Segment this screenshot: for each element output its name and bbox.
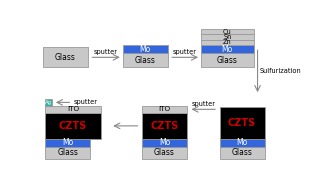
Bar	[201, 34, 254, 40]
Text: sputter: sputter	[173, 49, 197, 55]
Text: sputter: sputter	[94, 49, 118, 55]
Bar	[201, 53, 254, 67]
Text: CZTS: CZTS	[150, 121, 179, 131]
Text: Zn: Zn	[223, 39, 232, 45]
Bar	[142, 139, 187, 147]
Text: Glass: Glass	[135, 56, 156, 65]
Text: Mo: Mo	[236, 138, 248, 147]
Bar	[45, 147, 90, 159]
Text: sputter: sputter	[191, 101, 215, 107]
Text: Cu: Cu	[223, 29, 232, 35]
Bar	[201, 45, 254, 53]
Bar	[43, 47, 88, 67]
Bar	[142, 147, 187, 159]
Text: Glass: Glass	[55, 53, 76, 62]
Text: sputter: sputter	[74, 99, 98, 105]
Text: Mo: Mo	[222, 45, 233, 54]
Text: Sulfurization: Sulfurization	[260, 68, 302, 74]
Text: Glass: Glass	[57, 148, 78, 157]
Bar	[45, 99, 52, 106]
Bar	[123, 45, 168, 53]
Text: Mo: Mo	[62, 138, 73, 147]
Bar	[123, 53, 168, 67]
Text: Glass: Glass	[217, 56, 238, 65]
Bar	[220, 139, 265, 147]
Text: Mo: Mo	[159, 138, 170, 147]
Text: Sn: Sn	[223, 34, 232, 40]
Bar	[201, 40, 254, 45]
Text: Glass: Glass	[232, 148, 252, 157]
Text: ITO: ITO	[67, 106, 79, 112]
Bar	[45, 106, 101, 113]
Bar	[201, 29, 254, 34]
Text: CZTS: CZTS	[228, 118, 256, 128]
Text: CZTS: CZTS	[59, 121, 87, 131]
Text: ITO: ITO	[158, 106, 171, 112]
Bar	[220, 147, 265, 159]
Bar	[45, 113, 101, 139]
Text: Ag: Ag	[45, 100, 52, 105]
Text: Glass: Glass	[154, 148, 175, 157]
Bar	[142, 106, 187, 113]
Bar	[142, 113, 187, 139]
Bar	[45, 139, 90, 147]
Text: Mo: Mo	[139, 45, 151, 54]
Bar	[220, 107, 265, 139]
